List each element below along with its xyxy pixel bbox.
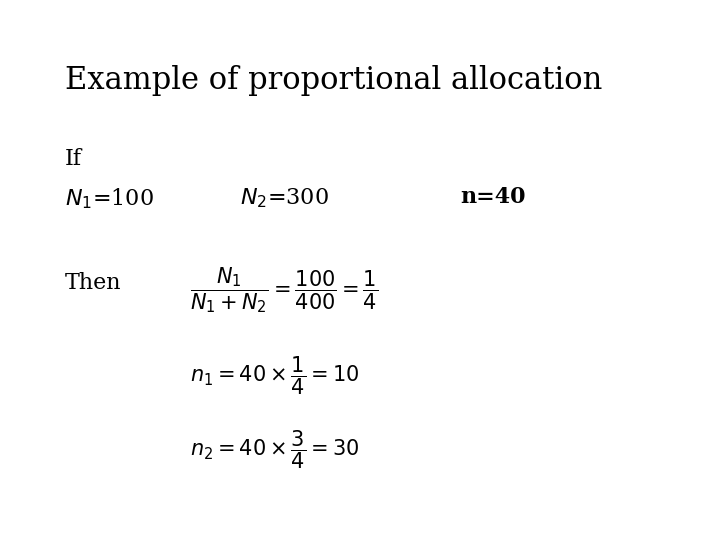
Text: $\dfrac{N_1}{N_1 + N_2} = \dfrac{100}{400} = \dfrac{1}{4}$: $\dfrac{N_1}{N_1 + N_2} = \dfrac{100}{40… (190, 265, 378, 315)
Text: Then: Then (65, 272, 122, 294)
Text: $N_1$=100: $N_1$=100 (65, 186, 154, 211)
Text: If: If (65, 148, 82, 170)
Text: $N_2$=300: $N_2$=300 (240, 186, 329, 210)
Text: $n_2 = 40 \times \dfrac{3}{4} = 30$: $n_2 = 40 \times \dfrac{3}{4} = 30$ (190, 429, 359, 471)
Text: Example of proportional allocation: Example of proportional allocation (65, 65, 603, 96)
Text: $n_1 = 40 \times \dfrac{1}{4} = 10$: $n_1 = 40 \times \dfrac{1}{4} = 10$ (190, 355, 359, 397)
Text: n=40: n=40 (460, 186, 526, 208)
